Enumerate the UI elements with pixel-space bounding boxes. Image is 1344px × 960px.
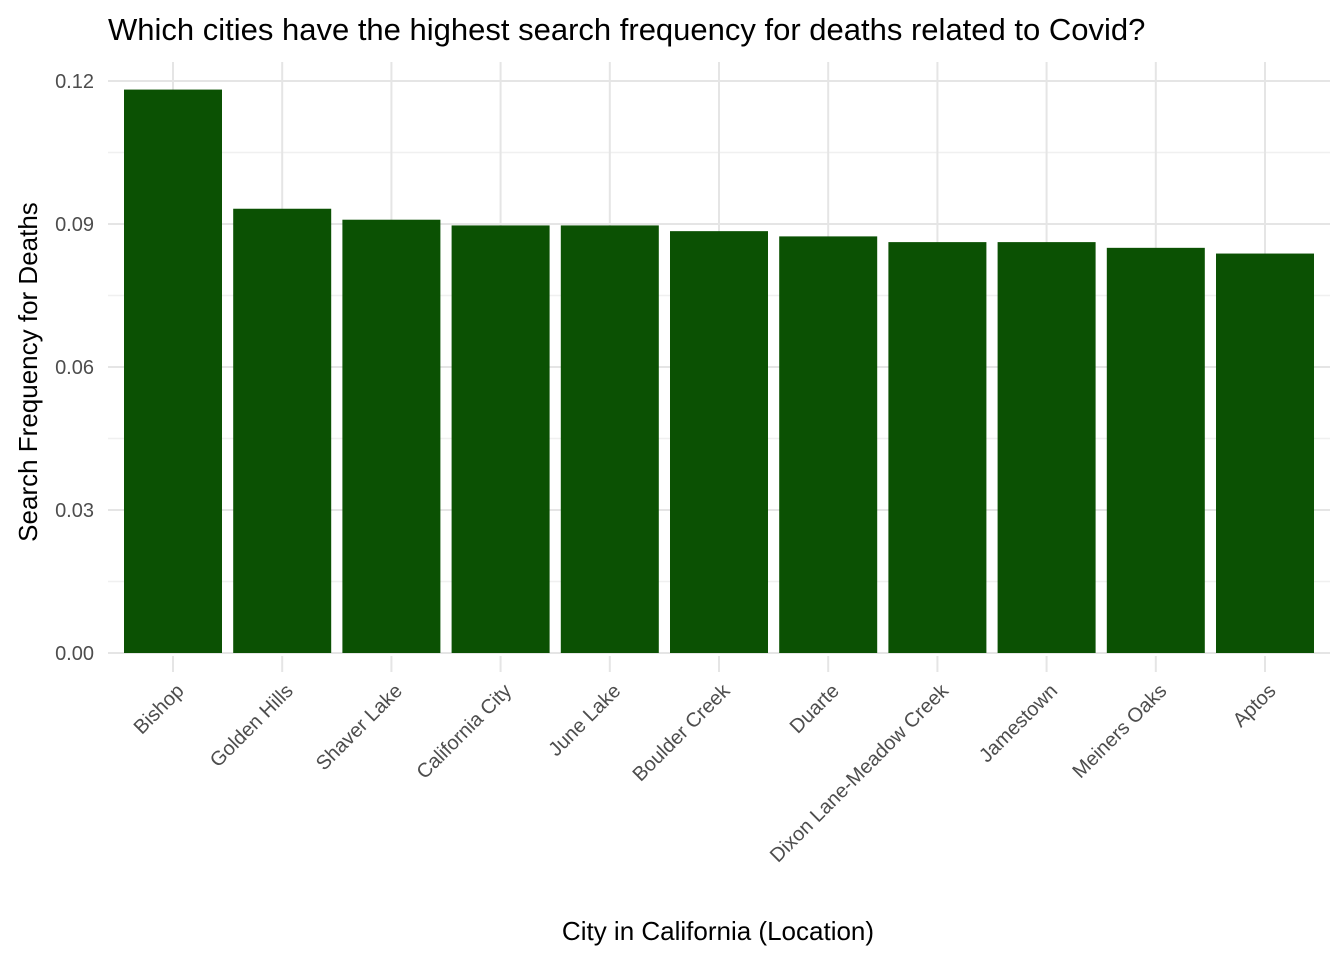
bar-7 [888,242,987,653]
bar-5 [670,231,768,653]
x-tick-label: Dixon Lane-Meadow Creek [766,679,954,867]
y-tick-label: 0.12 [55,71,94,93]
bar-6 [779,236,878,654]
x-tick-label: Duarte [786,680,844,738]
bar-9 [1106,247,1205,654]
y-tick-label: 0.09 [55,214,94,236]
x-tick-label: Aptos [1229,680,1281,732]
bars [124,89,1314,654]
y-axis-title: Search Frequency for Deaths [13,202,43,542]
x-tick-label: Meiners Oaks [1069,680,1172,783]
y-axis-ticks: 0.00 0.03 0.06 0.09 0.12 [55,71,94,665]
bar-3 [451,225,550,653]
x-axis-title: City in California (Location) [562,916,874,946]
bar-10 [1216,253,1314,653]
x-tick-label: Boulder Creek [629,679,736,786]
bar-2 [342,219,441,653]
y-tick-label: 0.00 [55,643,94,665]
x-tick-label: Jamestown [975,680,1062,767]
chart-title: Which cities have the highest search fre… [108,12,1145,47]
x-tick-label: June Lake [545,680,626,761]
x-tick-label: Golden Hills [206,680,298,772]
y-tick-label: 0.03 [55,500,94,522]
bar-8 [997,242,1096,653]
x-tick-label: Bishop [130,680,189,739]
bar-4 [560,225,659,653]
x-tick-label: Shaver Lake [312,680,407,775]
bar-1 [233,208,332,653]
bar-0 [124,89,222,653]
y-tick-label: 0.06 [55,357,94,379]
x-tick-label: California City [413,680,517,784]
x-axis-ticks: Bishop Golden Hills Shaver Lake California … [130,656,1281,867]
